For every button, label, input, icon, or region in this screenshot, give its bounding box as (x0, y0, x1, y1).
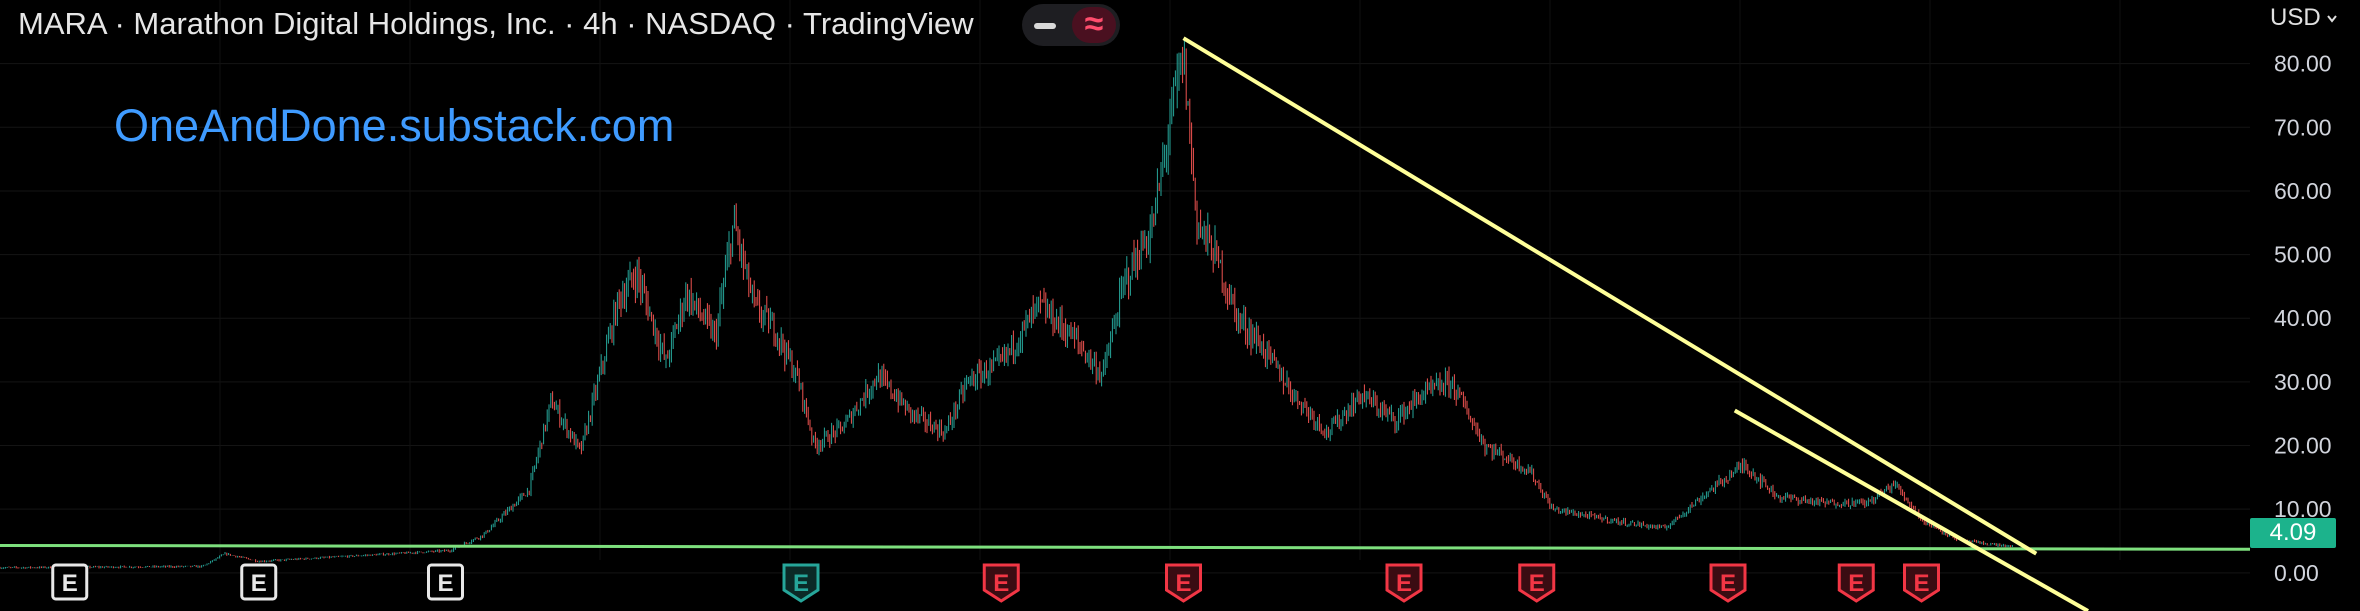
y-axis[interactable]: 80.00 70.00 60.00 50.00 40.00 30.00 20.00 10.00… (2274, 51, 2332, 586)
earnings-label: E (1720, 570, 1736, 597)
candles (0, 39, 2013, 570)
earnings-label: E (1396, 570, 1412, 597)
y-tick-label: 60.00 (2274, 178, 2332, 204)
grid (0, 0, 2250, 574)
line-icon[interactable] (1034, 23, 1056, 29)
y-tick-label: 20.00 (2274, 433, 2332, 459)
earnings-label: E (1529, 570, 1545, 597)
support-line[interactable] (0, 543, 2251, 551)
earnings-marker[interactable]: E (782, 563, 820, 603)
y-tick-label: 0.00 (2274, 560, 2319, 586)
earnings-label: E (993, 570, 1009, 597)
earnings-marker[interactable]: E (1385, 563, 1423, 603)
chart-style-toggle[interactable]: ≈ (1022, 4, 1120, 46)
chevron-down-icon (2327, 15, 2338, 23)
earnings-marker[interactable]: E (51, 563, 89, 601)
trendline-1-line[interactable] (1182, 36, 2038, 556)
earnings-marker[interactable]: E (240, 563, 278, 601)
wave-icon[interactable]: ≈ (1072, 7, 1116, 43)
earnings-label: E (1913, 570, 1929, 597)
earnings-label: E (1175, 570, 1191, 597)
earnings-marker[interactable]: E (1709, 563, 1747, 603)
last-price-tag: 4.09 (2250, 518, 2336, 548)
y-tick-label: 10.00 (2274, 496, 2332, 522)
watermark: OneAndDone.substack.com (114, 100, 675, 151)
chart-title: MARA · Marathon Digital Holdings, Inc. ·… (18, 6, 974, 41)
drawn-lines[interactable] (0, 36, 2251, 611)
y-tick-label: 70.00 (2274, 114, 2332, 140)
trendline-2-line[interactable] (1733, 408, 2089, 611)
earnings-marker[interactable]: E (1518, 563, 1556, 603)
earnings-marker[interactable]: E (982, 563, 1020, 603)
earnings-marker[interactable]: E (1903, 563, 1940, 603)
y-tick-label: 40.00 (2274, 305, 2332, 331)
earnings-label: E (62, 570, 78, 597)
earnings-label: E (251, 570, 267, 597)
earnings-marker[interactable]: E (427, 563, 464, 601)
currency-label: USD (2270, 4, 2321, 31)
y-tick-label: 30.00 (2274, 369, 2332, 395)
currency-selector[interactable]: USD (2270, 4, 2338, 32)
y-tick-label: 80.00 (2274, 51, 2332, 77)
earnings-label: E (437, 570, 453, 597)
earnings-marker[interactable]: E (1837, 563, 1875, 603)
earnings-marker[interactable]: E (1165, 563, 1202, 603)
earnings-label: E (1848, 570, 1864, 597)
earnings-label: E (793, 570, 809, 597)
y-tick-label: 50.00 (2274, 242, 2332, 268)
